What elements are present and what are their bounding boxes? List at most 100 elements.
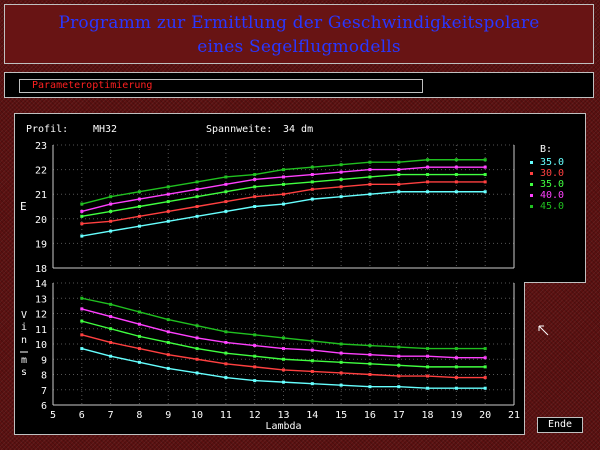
data-point: [426, 180, 430, 184]
y-tick-label: 13: [35, 294, 47, 305]
data-point: [282, 168, 285, 172]
data-point: [454, 180, 458, 184]
data-point: [137, 214, 141, 218]
data-point: [454, 365, 458, 369]
data-point: [397, 354, 401, 358]
ende-button[interactable]: Ende: [537, 417, 583, 433]
data-point: [166, 366, 170, 370]
title-line-2: eines Segelflugmodells: [197, 37, 401, 57]
data-point: [282, 347, 285, 351]
data-point: [426, 190, 430, 194]
data-point: [454, 165, 458, 169]
data-point: [368, 168, 372, 172]
x-tick-label: 8: [136, 410, 142, 421]
data-point: [310, 173, 314, 177]
data-point: [80, 214, 84, 218]
data-point: [80, 296, 84, 300]
legend-swatch: [530, 205, 533, 208]
x-tick-label: 12: [249, 410, 261, 421]
data-point: [224, 340, 228, 344]
data-point: [137, 310, 141, 314]
legend-entry: 40.0: [540, 190, 564, 201]
data-point: [224, 182, 228, 186]
data-point: [483, 376, 487, 380]
data-point: [483, 173, 487, 177]
data-point: [454, 347, 458, 351]
data-point: [224, 351, 228, 355]
legend-entry: 45.0: [540, 201, 564, 212]
data-point: [253, 205, 257, 208]
data-point: [368, 192, 372, 196]
y-tick-label: 20: [35, 215, 47, 226]
data-point: [454, 386, 458, 390]
y-axis-label-efficiency: E: [20, 200, 27, 213]
y-tick-label: 21: [35, 190, 47, 201]
data-point: [397, 385, 401, 389]
data-point: [426, 165, 430, 169]
data-point: [368, 182, 372, 186]
title-line-1: Programm zur Ermittlung der Geschwindigk…: [58, 13, 540, 33]
data-point: [224, 209, 228, 213]
data-point: [454, 190, 458, 194]
data-point: [397, 160, 401, 164]
y-axis-label-velocity: m: [21, 355, 27, 366]
data-point: [368, 344, 372, 348]
data-point: [195, 336, 199, 340]
data-point: [310, 369, 314, 373]
data-point: [109, 219, 113, 223]
data-point: [166, 219, 170, 223]
data-point: [454, 158, 458, 162]
data-point: [253, 177, 257, 181]
data-point: [282, 202, 285, 206]
data-point: [253, 195, 257, 199]
chart-panel-bottom: [14, 282, 525, 435]
y-tick-label: 8: [41, 371, 47, 382]
data-point: [368, 373, 372, 376]
data-point: [426, 347, 430, 351]
data-point: [109, 354, 113, 358]
data-point: [224, 200, 228, 204]
x-tick-label: 20: [479, 410, 491, 421]
legend-swatch: [530, 183, 533, 186]
data-point: [109, 229, 113, 233]
data-point: [166, 209, 170, 213]
data-point: [397, 363, 401, 367]
y-tick-label: 12: [35, 310, 47, 321]
data-point: [109, 195, 113, 199]
y-tick-label: 11: [35, 325, 47, 336]
data-point: [339, 360, 343, 364]
data-point: [224, 362, 228, 366]
data-point: [166, 200, 170, 204]
data-point: [195, 195, 199, 199]
data-point: [195, 357, 199, 361]
data-point: [339, 185, 343, 189]
data-point: [253, 379, 257, 383]
data-point: [310, 180, 314, 184]
x-tick-label: 5: [50, 410, 56, 421]
y-tick-label: 10: [35, 340, 47, 351]
data-point: [109, 327, 113, 331]
data-point: [166, 330, 170, 334]
data-point: [368, 385, 372, 389]
data-point: [310, 359, 314, 363]
data-point: [195, 214, 199, 218]
x-tick-label: 18: [422, 410, 434, 421]
y-tick-label: 7: [41, 386, 47, 397]
data-point: [426, 365, 430, 369]
mouse-pointer-icon: [538, 325, 549, 336]
data-point: [224, 330, 228, 334]
data-point: [80, 222, 84, 226]
data-point: [397, 182, 401, 186]
data-point: [80, 234, 84, 238]
data-point: [339, 342, 343, 346]
title-box: Programm zur Ermittlung der Geschwindigk…: [4, 4, 594, 64]
legend-swatch: [530, 194, 533, 197]
data-point: [339, 195, 343, 199]
legend-entry: 35.0: [540, 157, 564, 168]
x-tick-label: 17: [393, 410, 405, 421]
data-point: [109, 209, 113, 213]
data-point: [282, 336, 285, 340]
data-point: [195, 371, 199, 375]
